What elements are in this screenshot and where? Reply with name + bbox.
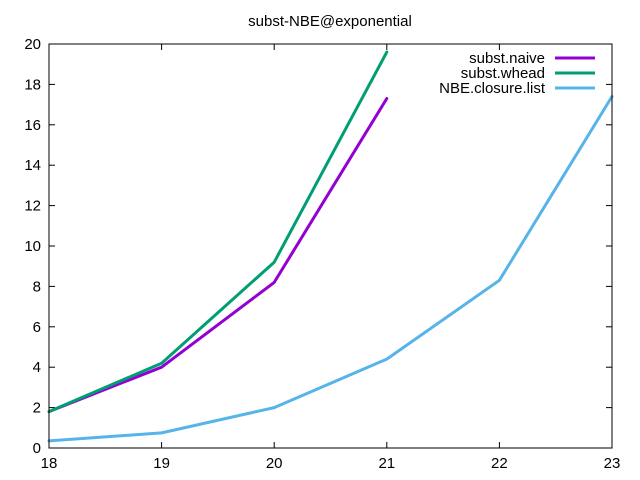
series-layer [47,50,614,443]
y-tick-label: 0 [33,440,41,457]
y-tick-label: 10 [24,238,41,255]
series-line-subst-naive [47,97,389,414]
y-tick-label: 20 [24,36,41,53]
legend-label: subst.naive [469,50,545,67]
x-tick-label: 23 [604,455,621,472]
y-tick-label: 8 [33,278,41,295]
x-tick-label: 22 [491,455,508,472]
y-tick-label: 2 [33,400,41,417]
y-tick-label: 6 [33,319,41,336]
series-line-subst-whead [47,50,389,414]
y-tick-label: 18 [24,76,41,93]
plot-frame [48,43,613,449]
legend-label: NBE.closure.list [439,80,546,97]
y-tick-label: 16 [24,117,41,134]
axes: 0 2 4 6 8 10 12 14 16 18 20 18 19 20 21 22 23 [24,36,620,472]
y-tick-label: 12 [24,198,41,215]
x-tick-label: 19 [153,455,170,472]
x-tick-label: 20 [266,455,283,472]
x-tick-label: 21 [378,455,395,472]
chart-title: subst-NBE@exponential [248,13,412,30]
y-tick-label: 14 [24,157,41,174]
series-line-nbe-closure-list [47,95,614,443]
y-tick-label: 4 [33,359,41,376]
x-tick-label: 18 [41,455,58,472]
legend-label: subst.whead [461,65,545,82]
